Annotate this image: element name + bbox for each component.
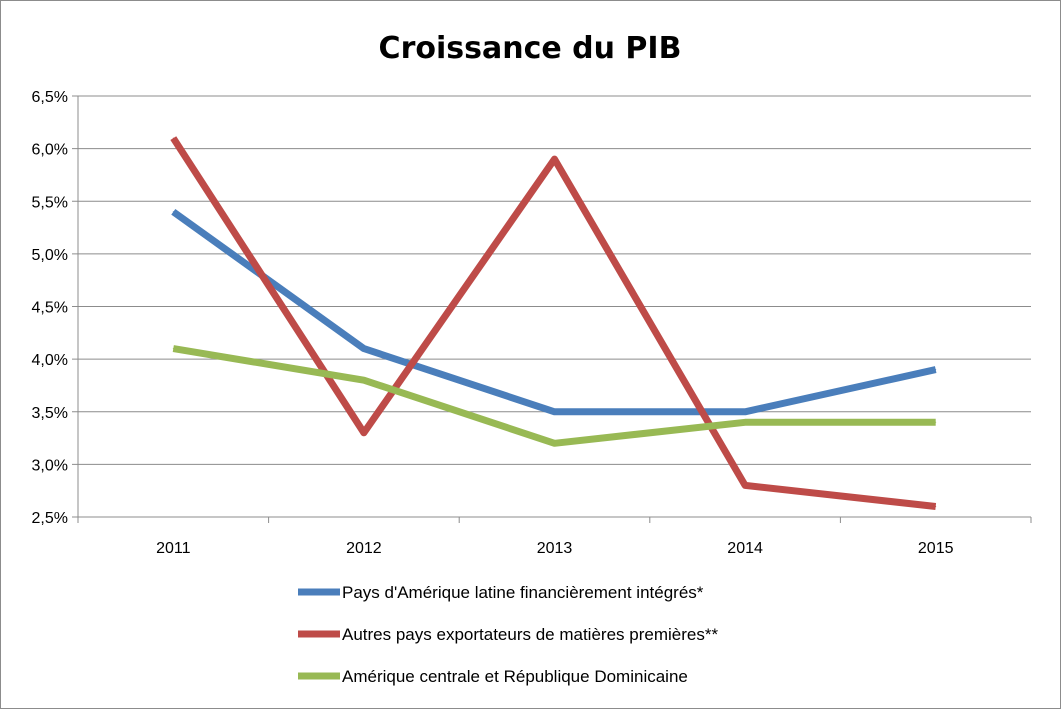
y-tick-label: 5,0%	[32, 247, 68, 264]
legend-label: Autres pays exportateurs de matières pre…	[342, 625, 718, 644]
y-tick-label: 6,5%	[32, 89, 68, 106]
axes	[72, 95, 1032, 523]
y-tick-label: 4,5%	[32, 300, 68, 317]
y-tick-label: 5,5%	[32, 194, 68, 211]
y-tick-labels: 2,5% 3,0% 3,5% 4,0% 4,5% 5,0% 5,5% 6,0% 6,5%	[32, 89, 68, 527]
data-point	[744, 411, 746, 413]
series-line-2	[170, 136, 937, 510]
chart-title: Croissance du PIB	[379, 31, 682, 66]
data-point	[744, 421, 746, 423]
data-point	[554, 442, 555, 444]
data-point	[935, 421, 937, 423]
y-tick-label: 2,5%	[32, 510, 68, 527]
data-point	[172, 348, 174, 350]
y-tick-label: 4,0%	[32, 352, 68, 369]
data-point	[363, 379, 365, 381]
legend-label: Amérique centrale et République Dominica…	[342, 667, 688, 686]
x-tick-labels: 2011 2012 2013 2014 2015	[156, 540, 954, 557]
x-tick-label: 2014	[727, 540, 763, 557]
x-tick-label: 2015	[918, 540, 954, 557]
data-point	[172, 137, 174, 139]
data-point	[744, 484, 746, 486]
data-point	[363, 348, 365, 350]
data-point	[363, 432, 365, 434]
data-point	[554, 158, 555, 160]
x-tick-label: 2011	[156, 540, 191, 557]
data-point	[172, 211, 174, 213]
data-point	[935, 505, 937, 507]
data-point	[554, 411, 555, 413]
y-tick-label: 3,5%	[32, 405, 68, 422]
legend: Pays d'Amérique latine financièrement in…	[298, 583, 718, 686]
data-point	[935, 369, 937, 371]
series-lines	[170, 136, 937, 510]
x-tick-label: 2013	[537, 540, 573, 557]
y-tick-label: 6,0%	[32, 142, 68, 159]
x-tick-label: 2012	[346, 540, 382, 557]
legend-label: Pays d'Amérique latine financièrement in…	[342, 583, 704, 602]
y-tick-label: 3,0%	[32, 457, 68, 474]
